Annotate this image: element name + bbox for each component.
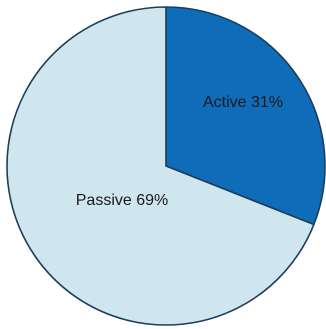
pie-slice-active bbox=[165, 6, 326, 226]
pie-slice-passive bbox=[6, 6, 315, 326]
slice-label-passive: Passive 69% bbox=[76, 192, 169, 209]
pie-slices bbox=[6, 6, 326, 326]
slice-label-active: Active 31% bbox=[203, 94, 283, 111]
